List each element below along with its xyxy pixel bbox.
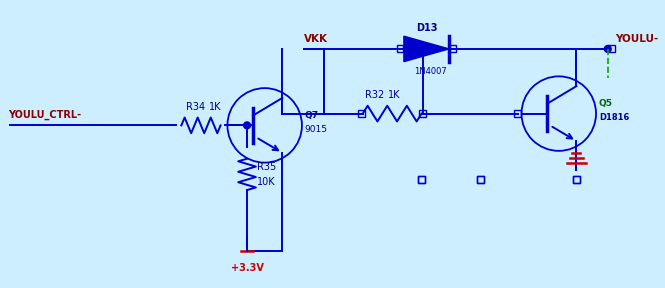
Text: YOULU_CTRL-: YOULU_CTRL- [8, 110, 81, 120]
Text: R32: R32 [364, 90, 384, 100]
Bar [418, 176, 425, 183]
Bar [608, 46, 615, 52]
Text: Q5: Q5 [599, 99, 613, 108]
Circle shape [604, 46, 611, 52]
Text: 10K: 10K [257, 177, 275, 187]
Bar [573, 176, 580, 183]
Polygon shape [404, 36, 449, 62]
Bar [418, 176, 425, 183]
Text: D13: D13 [416, 23, 437, 33]
Bar [573, 176, 580, 183]
Text: VKK: VKK [304, 34, 328, 44]
Bar [358, 110, 365, 117]
Bar [396, 46, 404, 52]
Bar [514, 110, 521, 117]
Circle shape [243, 122, 251, 129]
Text: Q7: Q7 [305, 111, 319, 120]
Bar [477, 176, 483, 183]
Bar [419, 110, 426, 117]
Text: 9015: 9015 [305, 125, 328, 134]
Bar [450, 46, 456, 52]
Text: YOULU-: YOULU- [616, 34, 659, 44]
Text: 1N4007: 1N4007 [414, 67, 447, 75]
Text: 1K: 1K [388, 90, 401, 100]
Text: 1K: 1K [209, 102, 221, 112]
Text: D1816: D1816 [599, 113, 629, 122]
Text: R35: R35 [257, 162, 276, 172]
Bar [477, 176, 483, 183]
Text: R34: R34 [186, 102, 205, 112]
Text: +3.3V: +3.3V [231, 263, 263, 273]
